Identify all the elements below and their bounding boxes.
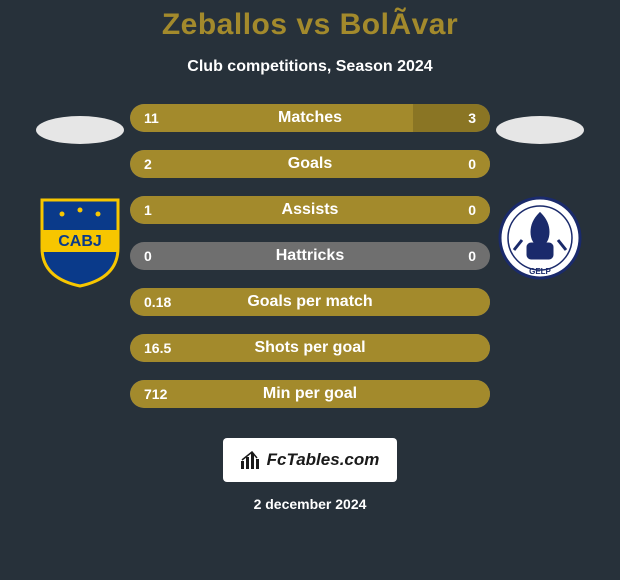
stat-row: Matches11 3	[130, 104, 490, 132]
stat-label: Shots per goal	[130, 334, 490, 362]
stat-value-left: 712	[144, 380, 167, 408]
stat-value-left: 0.18	[144, 288, 171, 316]
vs-label: vs	[296, 8, 330, 41]
stat-label: Goals	[130, 150, 490, 178]
fctables-logo: FcTables.com	[223, 438, 398, 482]
stat-label: Assists	[130, 196, 490, 224]
player1-column: CABJ	[30, 104, 130, 408]
stat-row: Goals2 0	[130, 150, 490, 178]
stat-value-right: 0	[468, 196, 476, 224]
fctables-label: FcTables.com	[267, 450, 380, 470]
stat-value-left: 1	[144, 196, 152, 224]
stat-value-right: 0	[468, 150, 476, 178]
stat-label: Goals per match	[130, 288, 490, 316]
stats-area: CABJ Matches113Goals20Assists10Hattricks…	[0, 104, 620, 408]
player1-name: Zeballos	[162, 8, 288, 41]
stat-row: Assists1 0	[130, 196, 490, 224]
player2-column: GELP	[490, 104, 590, 408]
stat-row: Hattricks0 0	[130, 242, 490, 270]
card-container: Zeballos vs BolÃ­var Club competitions, …	[0, 0, 620, 580]
footer-date: 2 december 2024	[254, 496, 367, 512]
player2-club-crest: GELP	[498, 192, 582, 288]
stat-value-left: 0	[144, 242, 152, 270]
player1-silhouette-shadow	[36, 116, 124, 144]
stat-label: Matches	[130, 104, 490, 132]
comparison-title: Zeballos vs BolÃ­var	[162, 8, 458, 42]
svg-text:GELP: GELP	[529, 267, 551, 276]
bars-icon	[241, 451, 261, 469]
subtitle: Club competitions, Season 2024	[187, 58, 432, 76]
stat-row: Shots per goal16.5	[130, 334, 490, 362]
stat-value-left: 2	[144, 150, 152, 178]
stat-value-right: 0	[468, 242, 476, 270]
player2-name: BolÃ­var	[340, 8, 459, 41]
svg-text:CABJ: CABJ	[58, 233, 102, 250]
stat-row: Min per goal712	[130, 380, 490, 408]
stat-value-left: 11	[144, 104, 159, 132]
stat-label: Hattricks	[130, 242, 490, 270]
stat-bars: Matches113Goals20Assists10Hattricks00Goa…	[130, 104, 490, 408]
stat-value-right: 3	[468, 104, 476, 132]
player1-club-crest: CABJ	[38, 192, 122, 288]
stat-label: Min per goal	[130, 380, 490, 408]
player2-silhouette-shadow	[496, 116, 584, 144]
stat-row: Goals per match0.18	[130, 288, 490, 316]
stat-value-left: 16.5	[144, 334, 171, 362]
